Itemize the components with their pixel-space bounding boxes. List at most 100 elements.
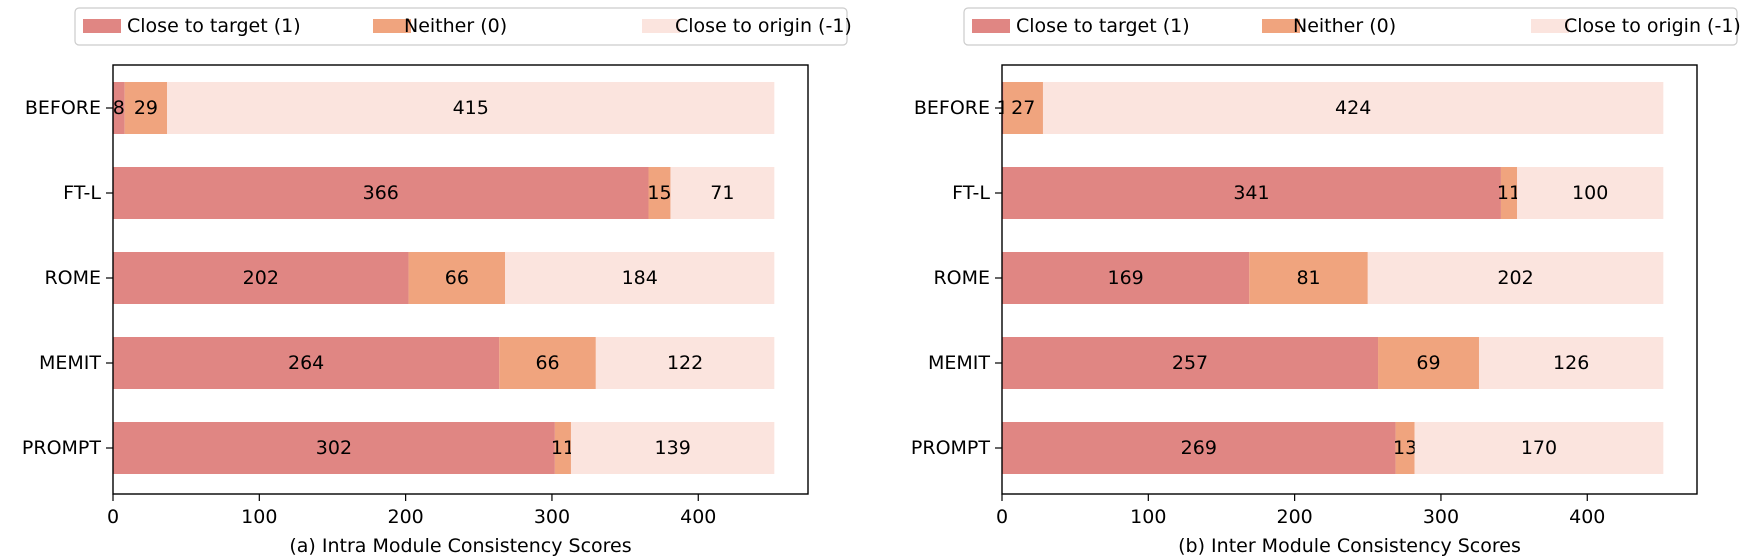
bar-value-label: 27 <box>1011 97 1035 119</box>
bar-value-label: 11 <box>1497 182 1521 204</box>
bar-value-label: 302 <box>316 437 352 459</box>
bar-value-label: 264 <box>288 352 324 374</box>
legend-label: Close to origin (-1) <box>1564 15 1741 37</box>
legend: Close to target (1) Neither (0) Close to o… <box>963 7 1741 46</box>
x-tick-label: 200 <box>1276 506 1312 528</box>
bar-before-series-3 <box>1042 82 1664 134</box>
x-tick-label: 400 <box>680 506 716 528</box>
bar-memit-series-1 <box>1002 337 1379 389</box>
bar-value-label: 184 <box>622 267 658 289</box>
bar-value-label: 71 <box>710 182 734 204</box>
bar-value-label: 11 <box>551 437 575 459</box>
x-tick-label: 300 <box>534 506 570 528</box>
legend-label: Close to target (1) <box>127 15 301 37</box>
y-tick-label: FT-L <box>63 182 101 204</box>
x-tick-label: 0 <box>996 506 1008 528</box>
legend-swatch <box>373 19 411 33</box>
bar-prompt-series-2 <box>554 422 571 474</box>
x-tick-label: 200 <box>387 506 423 528</box>
bar-ft-l-series-2 <box>648 167 671 219</box>
legend-swatch <box>642 19 680 33</box>
y-tick-label: MEMIT <box>39 352 101 374</box>
bar-value-label: 66 <box>535 352 559 374</box>
bar-rome-series-3 <box>1367 252 1664 304</box>
bar-value-label: 66 <box>445 267 469 289</box>
bar-memit-series-1 <box>113 337 500 389</box>
bar-before-series-2 <box>1003 82 1043 134</box>
x-tick-label: 0 <box>107 506 119 528</box>
x-tick-label: 100 <box>241 506 277 528</box>
x-tick-label: 300 <box>1423 506 1459 528</box>
y-tick-label: ROME <box>44 267 101 289</box>
legend-label: Close to target (1) <box>1016 15 1190 37</box>
bar-value-label: 169 <box>1108 267 1144 289</box>
bar-rome-series-3 <box>505 252 775 304</box>
chart-panel-a: 8 29 415 BEFORE 366 15 71 FT-L 202 66 184 ROME 264 66… <box>22 7 852 557</box>
bar-value-label: 100 <box>1572 182 1608 204</box>
bar-ft-l-series-3 <box>670 167 775 219</box>
bar-value-label: 8 <box>113 97 125 119</box>
bar-ft-l-series-1 <box>113 167 649 219</box>
y-tick-label: FT-L <box>952 182 990 204</box>
panel-caption: (b) Inter Module Consistency Scores <box>1178 535 1521 557</box>
bar-value-label: 415 <box>453 97 489 119</box>
x-tick-label: 400 <box>1569 506 1605 528</box>
bar-ft-l-series-3 <box>1517 167 1664 219</box>
bar-prompt-series-1 <box>113 422 555 474</box>
y-tick-label: BEFORE <box>25 97 101 119</box>
plot-frame <box>1001 64 1698 495</box>
bar-ft-l-series-1 <box>1002 167 1501 219</box>
bar-value-label: 269 <box>1181 437 1217 459</box>
bar-rome-series-1 <box>1002 252 1250 304</box>
bar-value-label: 69 <box>1416 352 1440 374</box>
x-tick-label: 100 <box>1130 506 1166 528</box>
legend-box <box>963 7 1738 46</box>
bar-value-label: 170 <box>1521 437 1557 459</box>
bar-value-label: 341 <box>1233 182 1269 204</box>
panel-caption: (a) Intra Module Consistency Scores <box>289 535 631 557</box>
legend-swatch <box>972 19 1010 33</box>
bar-prompt-series-1 <box>1002 422 1396 474</box>
bar-memit-series-2 <box>499 337 596 389</box>
legend-swatch <box>1262 19 1300 33</box>
bar-value-label: 139 <box>655 437 691 459</box>
legend-swatch <box>83 19 121 33</box>
legend-box <box>74 7 848 46</box>
bar-before-series-1 <box>113 82 125 134</box>
bar-rome-series-2 <box>408 252 506 304</box>
bar-value-label: 202 <box>1497 267 1533 289</box>
plot-frame <box>112 64 809 495</box>
bar-value-label: 424 <box>1335 97 1371 119</box>
bar-value-label: 122 <box>667 352 703 374</box>
bar-value-label: 29 <box>134 97 158 119</box>
y-tick-label: PROMPT <box>911 437 990 459</box>
y-tick-label: PROMPT <box>22 437 101 459</box>
legend-label: Neither (0) <box>1293 15 1396 37</box>
bar-prompt-series-2 <box>1395 422 1415 474</box>
legend-label: Neither (0) <box>404 15 507 37</box>
legend-swatch <box>1531 19 1569 33</box>
bar-value-label: 202 <box>243 267 279 289</box>
bar-ft-l-series-2 <box>1500 167 1518 219</box>
bar-value-label: 257 <box>1172 352 1208 374</box>
y-tick-label: MEMIT <box>928 352 990 374</box>
bar-value-label: 126 <box>1553 352 1589 374</box>
bar-before-series-3 <box>167 82 775 134</box>
bar-before-series-1 <box>1002 82 1004 134</box>
bar-value-label: 15 <box>647 182 671 204</box>
bar-memit-series-2 <box>1378 337 1479 389</box>
bar-before-series-2 <box>124 82 168 134</box>
bar-prompt-series-3 <box>570 422 775 474</box>
bar-value-label: 366 <box>363 182 399 204</box>
bar-rome-series-2 <box>1249 252 1368 304</box>
legend: Close to target (1) Neither (0) Close to o… <box>74 7 852 46</box>
bar-memit-series-3 <box>1478 337 1664 389</box>
bar-prompt-series-3 <box>1414 422 1664 474</box>
bar-value-label: 81 <box>1296 267 1320 289</box>
y-tick-label: ROME <box>933 267 990 289</box>
bar-value-label: 13 <box>1393 437 1417 459</box>
legend-label: Close to origin (-1) <box>675 15 852 37</box>
bar-rome-series-1 <box>113 252 409 304</box>
